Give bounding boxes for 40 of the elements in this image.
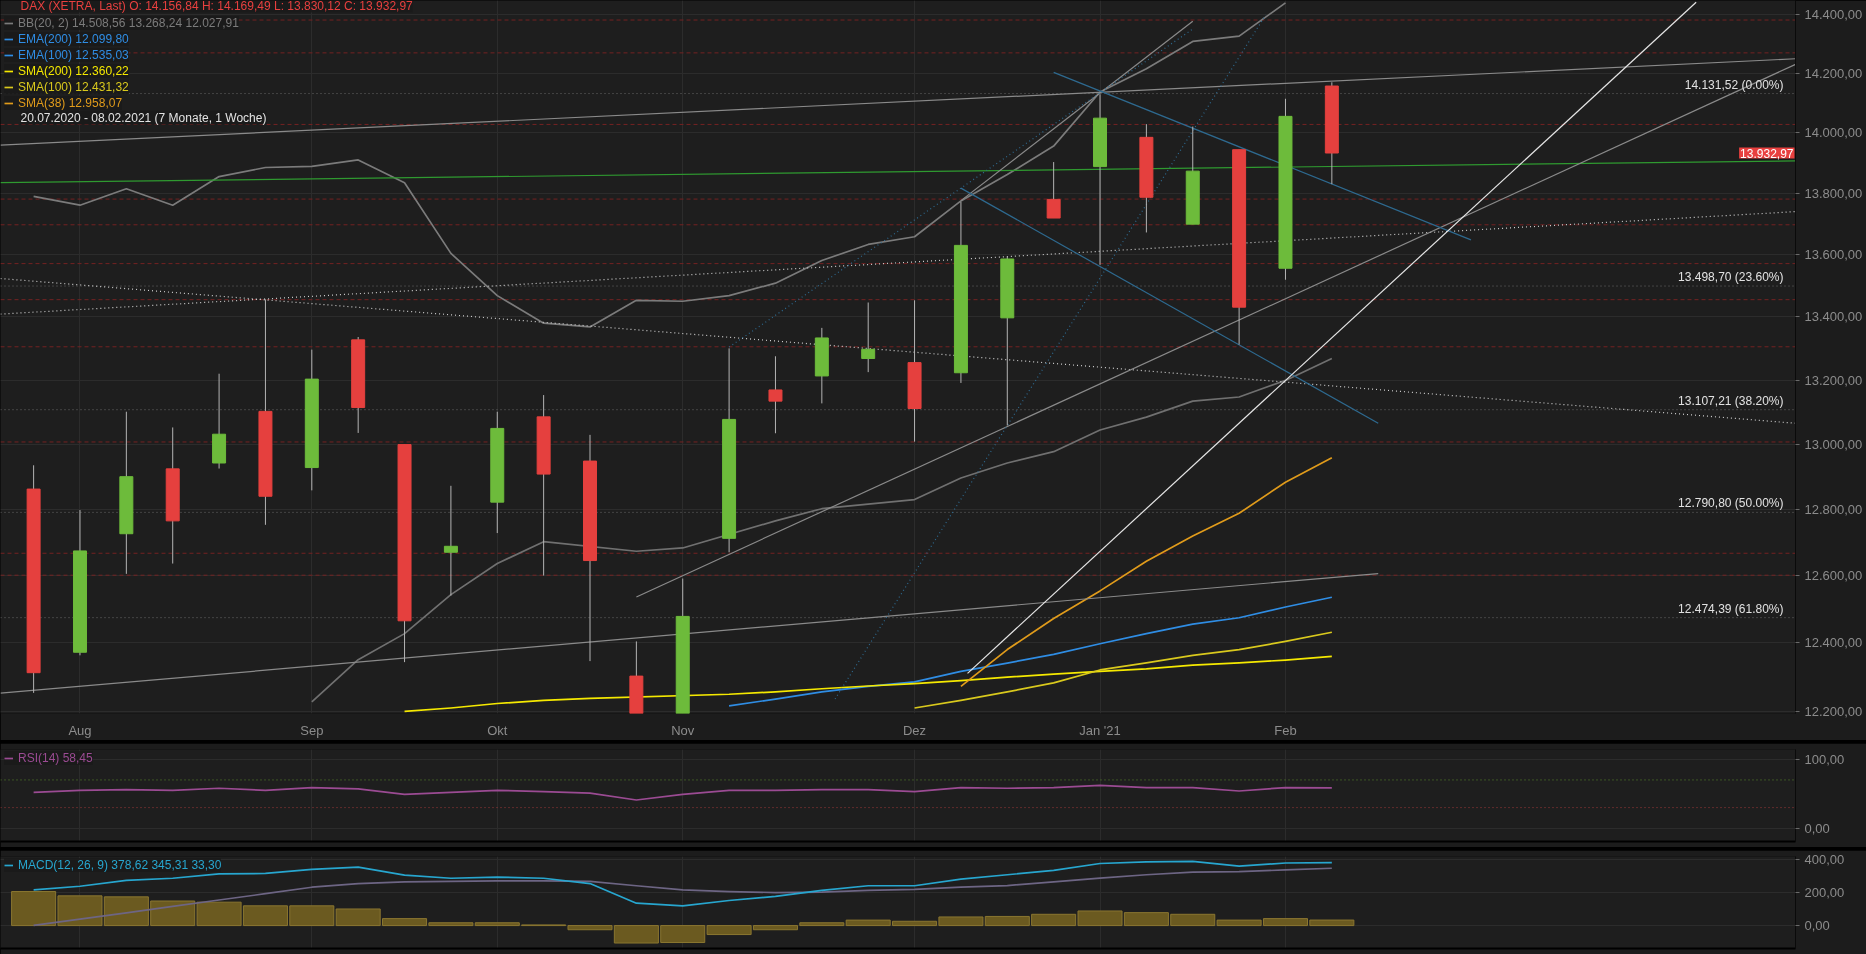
ref-line-label: 13.107,21 (38.20%) [1678,393,1784,408]
legend-label: BB(20, 2) 14.508,56 13.268,24 12.027,91 [18,16,239,30]
text: 20.07.2020 - 08.02.2021 (7 Monate, 1 Woche) [20,110,267,125]
y-tick-label: 0,00 [1804,918,1830,934]
y-tick-label: 12.800,00 [1804,501,1863,517]
y-tick-label: 100,00 [1804,751,1845,767]
ref-line-label: 14.131,52 (0.00%) [1684,77,1784,92]
y-tick-label: 13.200,00 [1804,372,1863,388]
ref-line-label: 12.790,80 (50.00%) [1678,496,1784,511]
y-tick-label: 13.400,00 [1804,309,1863,325]
x-tick-label: Sep [300,722,324,738]
y-tick-label: 13.600,00 [1804,247,1863,263]
x-tick-label: Aug [68,722,92,738]
x-tick-label: Okt [487,722,508,738]
y-tick-label: 12.600,00 [1804,568,1863,584]
y-tick-label: 14.000,00 [1804,125,1863,141]
legend-label: EMA(100) 12.535,03 [18,48,129,62]
chart-title: DAX (XETRA, Last) O: 14.156,84 H: 14.169,49 L: 13.830,12 C: 13.932,97 [20,0,414,13]
y-tick-label: 400,00 [1804,851,1845,867]
annotation: 13.932,97 [1740,146,1794,161]
y-tick-label: 14.400,00 [1804,6,1863,22]
ref-line-label: 13.498,70 (23.60%) [1678,270,1784,285]
y-tick-label: 13.000,00 [1804,436,1863,452]
x-tick-label: Feb [1274,722,1297,738]
x-tick-label: Jan '21 [1079,722,1121,738]
y-tick-label: 200,00 [1804,884,1845,900]
legend-label: SMA(100) 12.431,32 [18,80,129,94]
ref-line-label: 12.474,39 (61.80%) [1678,601,1784,616]
legend-label: EMA(200) 12.099,80 [18,32,129,46]
x-tick-label: Dez [903,722,927,738]
y-tick-label: 12.200,00 [1804,703,1863,719]
legend-label: SMA(200) 12.360,22 [18,64,129,78]
y-tick-label: 0,00 [1804,820,1830,836]
y-tick-label: 14.200,00 [1804,65,1863,81]
x-tick-label: Nov [671,722,695,738]
y-tick-label: 13.800,00 [1804,185,1863,201]
legend-label: MACD(12, 26, 9) 378,62 345,31 33,30 [18,858,222,872]
legend-label: RSI(14) 58,45 [18,751,93,765]
y-tick-label: 12.400,00 [1804,635,1863,651]
legend-label: SMA(38) 12.958,07 [18,96,123,110]
